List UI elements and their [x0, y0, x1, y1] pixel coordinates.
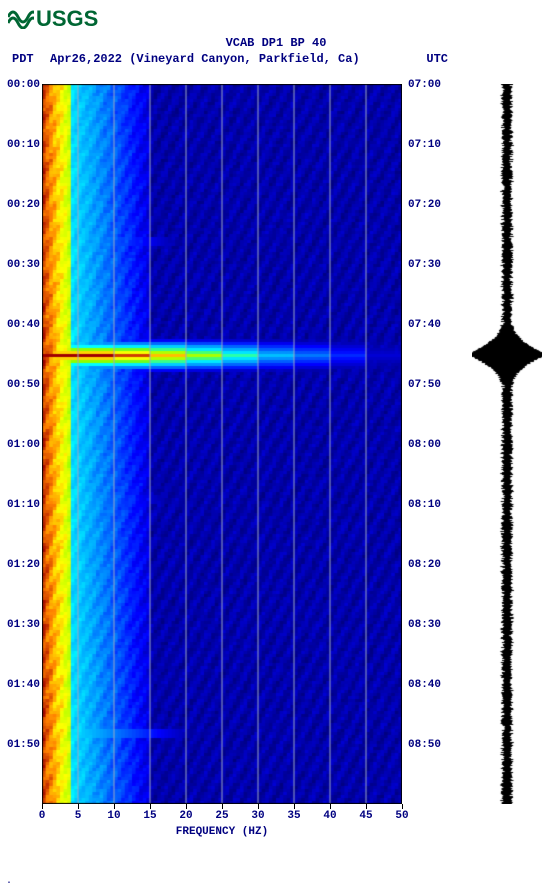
logo-text: USGS — [36, 6, 98, 32]
xtick-mark — [366, 804, 367, 809]
ytick-left: 00:20 — [2, 199, 40, 211]
ytick-left: 00:50 — [2, 379, 40, 391]
xtick-mark — [258, 804, 259, 809]
waveform-panel — [472, 84, 542, 804]
ytick-right: 08:40 — [408, 679, 446, 691]
ytick-right: 08:10 — [408, 499, 446, 511]
ytick-left: 01:40 — [2, 679, 40, 691]
date-location: Apr26,2022 (Vineyard Canyon, Parkfield, … — [50, 52, 360, 66]
ytick-right: 07:10 — [408, 139, 446, 151]
xtick: 15 — [143, 810, 156, 822]
ytick-left: 00:40 — [2, 319, 40, 331]
ytick-left: 01:30 — [2, 619, 40, 631]
spectrogram-canvas — [42, 84, 402, 804]
xtick: 35 — [287, 810, 300, 822]
footer-mark: . — [6, 876, 12, 887]
xtick-mark — [402, 804, 403, 809]
ytick-right: 08:50 — [408, 739, 446, 751]
ytick-left: 01:00 — [2, 439, 40, 451]
ytick-left: 01:10 — [2, 499, 40, 511]
ytick-left: 00:00 — [2, 79, 40, 91]
x-axis-label: FREQUENCY (HZ) — [42, 826, 402, 838]
ytick-left: 00:30 — [2, 259, 40, 271]
xtick: 30 — [251, 810, 264, 822]
waveform-canvas — [472, 84, 542, 804]
xtick-mark — [42, 804, 43, 809]
xtick-mark — [114, 804, 115, 809]
ytick-left: 01:20 — [2, 559, 40, 571]
ytick-right: 07:30 — [408, 259, 446, 271]
spectrogram-panel — [42, 84, 402, 804]
xtick: 50 — [395, 810, 408, 822]
chart-title-line1: VCAB DP1 BP 40 — [0, 36, 552, 50]
xtick: 10 — [107, 810, 120, 822]
ytick-left: 00:10 — [2, 139, 40, 151]
ytick-right: 08:20 — [408, 559, 446, 571]
ytick-right: 07:00 — [408, 79, 446, 91]
xtick-mark — [78, 804, 79, 809]
xtick-mark — [294, 804, 295, 809]
xtick: 0 — [39, 810, 46, 822]
xtick: 20 — [179, 810, 192, 822]
tz-left-label: PDT — [12, 52, 34, 66]
xtick-mark — [150, 804, 151, 809]
xtick-mark — [330, 804, 331, 809]
xtick-mark — [186, 804, 187, 809]
tz-right-label: UTC — [426, 52, 448, 66]
ytick-right: 07:50 — [408, 379, 446, 391]
ytick-right: 08:00 — [408, 439, 446, 451]
ytick-left: 01:50 — [2, 739, 40, 751]
wave-icon — [8, 9, 34, 29]
usgs-logo: USGS — [8, 6, 98, 32]
ytick-right: 08:30 — [408, 619, 446, 631]
ytick-right: 07:40 — [408, 319, 446, 331]
xtick: 25 — [215, 810, 228, 822]
xtick-mark — [222, 804, 223, 809]
xtick: 5 — [75, 810, 82, 822]
xtick: 40 — [323, 810, 336, 822]
ytick-right: 07:20 — [408, 199, 446, 211]
xtick: 45 — [359, 810, 372, 822]
